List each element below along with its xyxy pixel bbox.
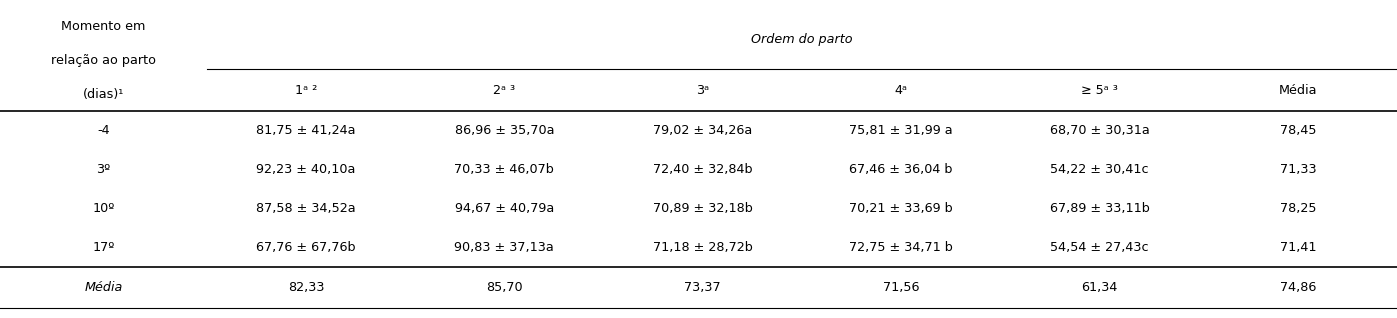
Text: 72,75 ± 34,71 b: 72,75 ± 34,71 b [849,241,953,254]
Text: 17º: 17º [92,241,115,254]
Text: 61,34: 61,34 [1081,281,1118,294]
Text: 68,70 ± 30,31a: 68,70 ± 30,31a [1049,124,1150,137]
Text: 78,45: 78,45 [1280,124,1316,137]
Text: 72,40 ± 32,84b: 72,40 ± 32,84b [652,163,753,176]
Text: 92,23 ± 40,10a: 92,23 ± 40,10a [256,163,356,176]
Text: 67,46 ± 36,04 b: 67,46 ± 36,04 b [849,163,953,176]
Text: Ordem do parto: Ordem do parto [752,33,852,46]
Text: 71,18 ± 28,72b: 71,18 ± 28,72b [652,241,753,254]
Text: 90,83 ± 37,13a: 90,83 ± 37,13a [454,241,555,254]
Text: Média: Média [84,281,123,294]
Text: 2ᵃ ³: 2ᵃ ³ [493,84,515,97]
Text: 74,86: 74,86 [1280,281,1316,294]
Text: 67,89 ± 33,11b: 67,89 ± 33,11b [1049,202,1150,215]
Text: 71,56: 71,56 [883,281,919,294]
Text: Média: Média [1278,84,1317,97]
Text: 1ᵃ ²: 1ᵃ ² [295,84,317,97]
Text: 86,96 ± 35,70a: 86,96 ± 35,70a [454,124,555,137]
Text: 54,22 ± 30,41c: 54,22 ± 30,41c [1051,163,1148,176]
Text: 3ᵃ: 3ᵃ [696,84,710,97]
Text: 3º: 3º [96,163,110,176]
Text: 87,58 ± 34,52a: 87,58 ± 34,52a [256,202,356,215]
Text: 75,81 ± 31,99 a: 75,81 ± 31,99 a [849,124,953,137]
Text: Momento em: Momento em [61,20,145,33]
Text: 71,41: 71,41 [1280,241,1316,254]
Text: 78,25: 78,25 [1280,202,1316,215]
Text: 10º: 10º [92,202,115,215]
Text: 4ᵃ: 4ᵃ [894,84,908,97]
Text: 73,37: 73,37 [685,281,721,294]
Text: 70,89 ± 32,18b: 70,89 ± 32,18b [652,202,753,215]
Text: 67,76 ± 67,76b: 67,76 ± 67,76b [256,241,356,254]
Text: 85,70: 85,70 [486,281,522,294]
Text: relação ao parto: relação ao parto [50,54,156,67]
Text: 70,21 ± 33,69 b: 70,21 ± 33,69 b [849,202,953,215]
Text: 54,54 ± 27,43c: 54,54 ± 27,43c [1051,241,1148,254]
Text: 79,02 ± 34,26a: 79,02 ± 34,26a [652,124,753,137]
Text: 70,33 ± 46,07b: 70,33 ± 46,07b [454,163,555,176]
Text: 82,33: 82,33 [288,281,324,294]
Text: 81,75 ± 41,24a: 81,75 ± 41,24a [256,124,356,137]
Text: -4: -4 [96,124,110,137]
Text: 71,33: 71,33 [1280,163,1316,176]
Text: 94,67 ± 40,79a: 94,67 ± 40,79a [454,202,555,215]
Text: ≥ 5ᵃ ³: ≥ 5ᵃ ³ [1081,84,1118,97]
Text: (dias)¹: (dias)¹ [82,88,124,101]
